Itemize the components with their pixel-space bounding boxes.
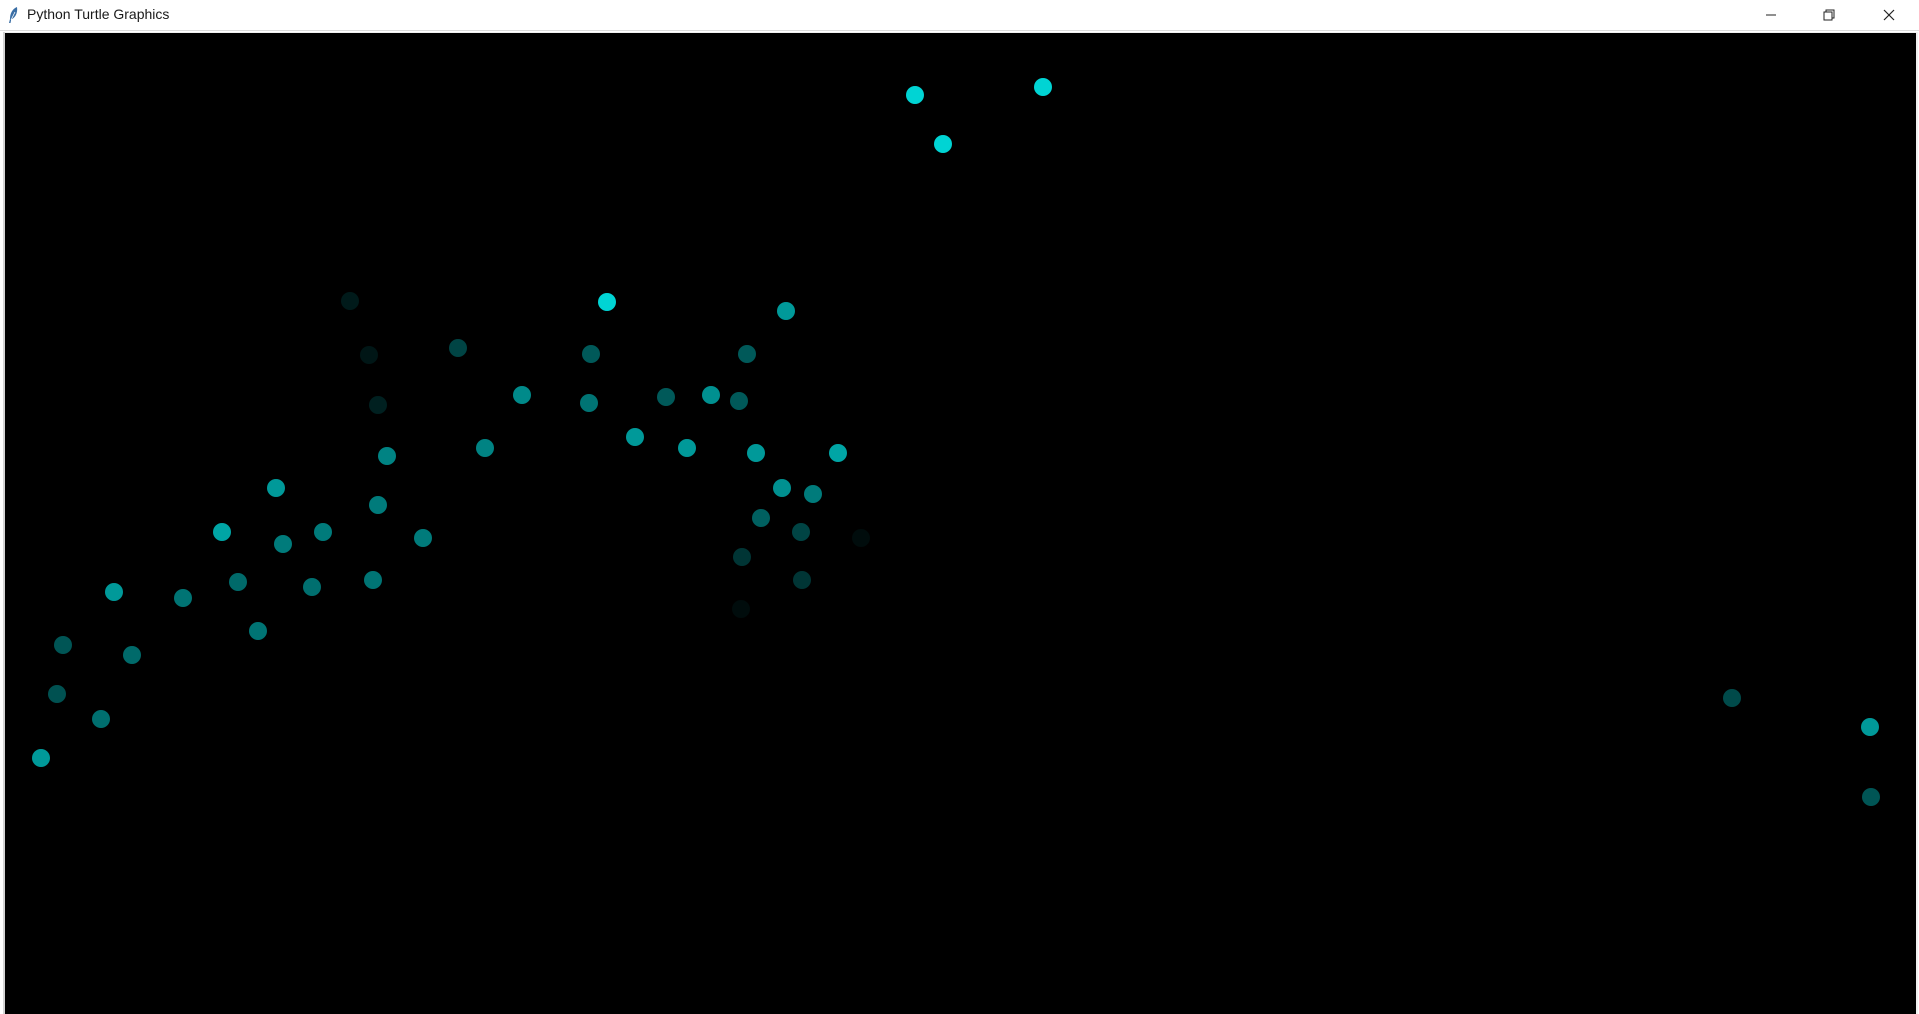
feather-icon	[6, 6, 22, 24]
turtle-dot	[414, 529, 432, 547]
turtle-dot	[1862, 788, 1880, 806]
turtle-dot	[777, 302, 795, 320]
minimize-icon	[1765, 9, 1777, 21]
turtle-dot	[48, 685, 66, 703]
turtle-dot	[626, 428, 644, 446]
turtle-dot	[752, 509, 770, 527]
turtle-dot	[32, 749, 50, 767]
turtle-dot	[1861, 718, 1879, 736]
turtle-dot	[105, 583, 123, 601]
turtle-canvas[interactable]	[5, 33, 1916, 1014]
restore-icon	[1823, 9, 1835, 21]
turtle-dot	[934, 135, 952, 153]
turtle-dot	[369, 396, 387, 414]
turtle-dot	[582, 345, 600, 363]
close-button[interactable]	[1860, 0, 1918, 30]
turtle-dot	[1723, 689, 1741, 707]
turtle-dot	[476, 439, 494, 457]
window-title: Python Turtle Graphics	[27, 6, 170, 22]
turtle-dot	[733, 548, 751, 566]
turtle-dot	[738, 345, 756, 363]
turtle-dot	[792, 523, 810, 541]
turtle-dot	[369, 496, 387, 514]
turtle-dot	[773, 479, 791, 497]
turtle-dot	[123, 646, 141, 664]
turtle-dot	[449, 339, 467, 357]
title-bar[interactable]: Python Turtle Graphics	[0, 0, 1919, 31]
maximize-button[interactable]	[1800, 0, 1858, 30]
turtle-dot	[793, 571, 811, 589]
turtle-dot	[747, 444, 765, 462]
turtle-dot	[54, 636, 72, 654]
turtle-dot	[249, 622, 267, 640]
turtle-dot	[804, 485, 822, 503]
dot-layer	[32, 78, 1880, 806]
turtle-dot	[732, 600, 750, 618]
turtle-dot	[852, 529, 870, 547]
turtle-dot	[702, 386, 720, 404]
turtle-dot	[580, 394, 598, 412]
turtle-dot	[213, 523, 231, 541]
turtle-dot	[364, 571, 382, 589]
turtle-dot	[378, 447, 396, 465]
turtle-dot	[303, 578, 321, 596]
minimize-button[interactable]	[1742, 0, 1800, 30]
turtle-dot	[341, 292, 359, 310]
turtle-dot	[274, 535, 292, 553]
turtle-dot	[657, 388, 675, 406]
close-icon	[1883, 9, 1895, 21]
turtle-dot	[174, 589, 192, 607]
turtle-dot	[829, 444, 847, 462]
turtle-dot	[229, 573, 247, 591]
turtle-dot	[1034, 78, 1052, 96]
turtle-dot	[678, 439, 696, 457]
turtle-dot	[906, 86, 924, 104]
turtle-dot	[267, 479, 285, 497]
turtle-dot	[513, 386, 531, 404]
turtle-dot	[360, 346, 378, 364]
turtle-dot	[598, 293, 616, 311]
turtle-dot	[92, 710, 110, 728]
turtle-dot	[314, 523, 332, 541]
turtle-dot	[730, 392, 748, 410]
